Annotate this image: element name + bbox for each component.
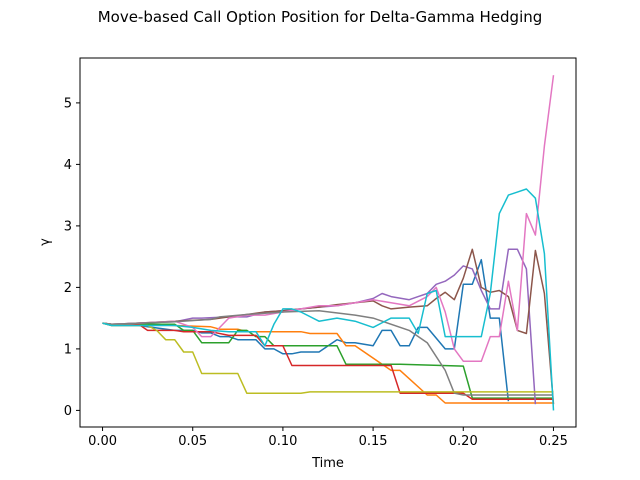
series-line-8 — [102, 310, 554, 396]
y-axis-ticks: 0 1 2 3 4 5 — [64, 96, 80, 419]
x-axis-ticks: 0.00 0.05 0.10 0.15 0.20 0.25 — [88, 427, 568, 449]
series-line-4 — [102, 322, 554, 401]
y-tick-label: 3 — [64, 219, 72, 234]
series-line-7 — [102, 75, 555, 362]
x-tick-label: 0.10 — [268, 434, 297, 449]
x-tick-label: 0.25 — [539, 434, 568, 449]
chart-title: Move-based Call Option Position for Delt… — [98, 8, 543, 26]
x-tick-label: 0.05 — [178, 434, 207, 449]
y-tick-label: 5 — [64, 96, 72, 111]
series-line-5 — [102, 248, 537, 405]
y-tick-label: 4 — [64, 158, 72, 173]
series-line-2 — [102, 322, 554, 404]
x-tick-label: 0.20 — [449, 434, 478, 449]
series-line-1 — [102, 258, 510, 402]
series-layer — [102, 75, 555, 411]
plot-area-frame — [79, 57, 577, 428]
y-tick-label: 1 — [64, 342, 72, 357]
y-axis-label: γ — [38, 238, 53, 246]
series-line-9 — [102, 322, 554, 394]
x-tick-label: 0.15 — [359, 434, 388, 449]
x-axis-label: Time — [311, 456, 344, 471]
series-line-3 — [102, 322, 554, 399]
x-tick-label: 0.00 — [88, 434, 117, 449]
y-tick-label: 0 — [64, 404, 72, 419]
series-line-10 — [102, 188, 555, 411]
series-line-6 — [102, 248, 555, 405]
y-tick-label: 2 — [64, 281, 72, 296]
